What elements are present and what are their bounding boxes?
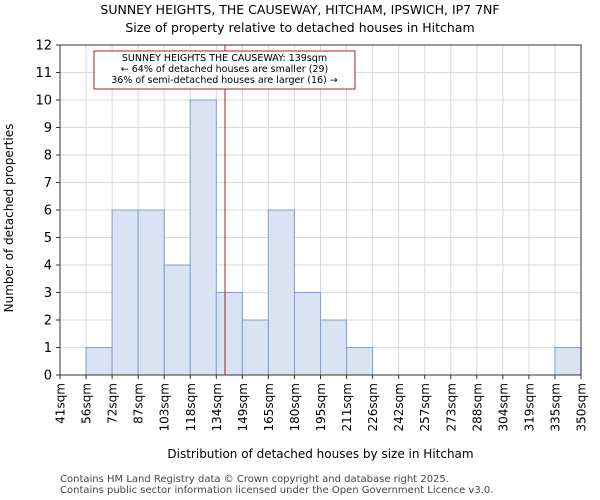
x-tick-label: 149sqm — [236, 383, 250, 431]
x-axis-label: Distribution of detached houses by size … — [167, 447, 473, 461]
y-tick-label: 1 — [44, 341, 52, 356]
y-axis-label: Number of detached properties — [2, 124, 16, 313]
bar — [320, 319, 348, 376]
y-tick-label: 12 — [35, 39, 52, 54]
bar — [111, 209, 139, 376]
y-tick-label: 8 — [44, 149, 52, 164]
x-tick-label: 257sqm — [418, 383, 432, 431]
y-tick-label: 9 — [44, 121, 52, 136]
y-tick-label: 5 — [44, 231, 52, 246]
x-tick-label: 350sqm — [575, 383, 589, 431]
bar — [137, 209, 165, 376]
y-tick-label: 0 — [44, 369, 52, 384]
bar — [346, 347, 374, 376]
x-tick-label: 195sqm — [314, 383, 328, 431]
property-annotation: SUNNEY HEIGHTS THE CAUSEWAY: 139sqm ← 64… — [93, 50, 356, 90]
bar — [85, 347, 113, 376]
bar — [189, 99, 217, 376]
bar — [241, 319, 269, 376]
x-tick-label: 56sqm — [80, 383, 94, 424]
annotation-line-3: 36% of semi-detached houses are larger (… — [111, 75, 338, 86]
x-axis-ticks: 41sqm 56sqm 72sqm 87sqm 103sqm 118sqm 134sqm 14… — [54, 375, 589, 431]
y-tick-label: 4 — [44, 259, 52, 274]
annotation-box — [93, 50, 356, 90]
bar — [215, 292, 243, 376]
x-tick-label: 87sqm — [132, 383, 146, 424]
x-tick-label: 304sqm — [496, 383, 510, 431]
y-tick-label: 7 — [44, 176, 52, 191]
y-tick-label: 10 — [35, 94, 52, 109]
y-tick-label: 6 — [44, 204, 52, 219]
bar — [163, 264, 191, 376]
annotation-line-2: ← 64% of detached houses are smaller (29… — [121, 64, 328, 75]
x-tick-label: 288sqm — [470, 383, 484, 431]
bar — [267, 209, 295, 376]
chart-title: SUNNEY HEIGHTS, THE CAUSEWAY, HITCHAM, I… — [100, 2, 500, 17]
footer-line-1: Contains HM Land Registry data © Crown c… — [60, 474, 449, 485]
x-tick-label: 165sqm — [262, 383, 276, 431]
x-tick-label: 226sqm — [366, 383, 380, 431]
x-tick-label: 273sqm — [444, 383, 458, 431]
annotation-line-1: SUNNEY HEIGHTS THE CAUSEWAY: 139sqm — [122, 53, 327, 64]
x-tick-label: 335sqm — [548, 383, 562, 431]
x-tick-label: 242sqm — [392, 383, 406, 431]
bar — [554, 347, 582, 376]
footer-line-2: Contains public sector information licen… — [60, 485, 494, 496]
chart-subtitle: Size of property relative to detached ho… — [125, 20, 475, 35]
x-tick-label: 103sqm — [158, 383, 172, 431]
bars — [85, 99, 582, 376]
x-tick-label: 211sqm — [340, 383, 354, 431]
x-tick-label: 41sqm — [54, 383, 68, 424]
y-tick-label: 3 — [44, 286, 52, 301]
x-tick-label: 134sqm — [210, 383, 224, 431]
bar — [293, 292, 322, 376]
plot-frame — [59, 44, 582, 376]
x-tick-label: 72sqm — [106, 383, 120, 424]
y-tick-label: 2 — [44, 314, 52, 329]
x-tick-label: 118sqm — [184, 383, 198, 431]
x-tick-label: 319sqm — [522, 383, 536, 431]
x-tick-label: 180sqm — [288, 383, 302, 431]
y-tick-label: 11 — [35, 66, 52, 81]
